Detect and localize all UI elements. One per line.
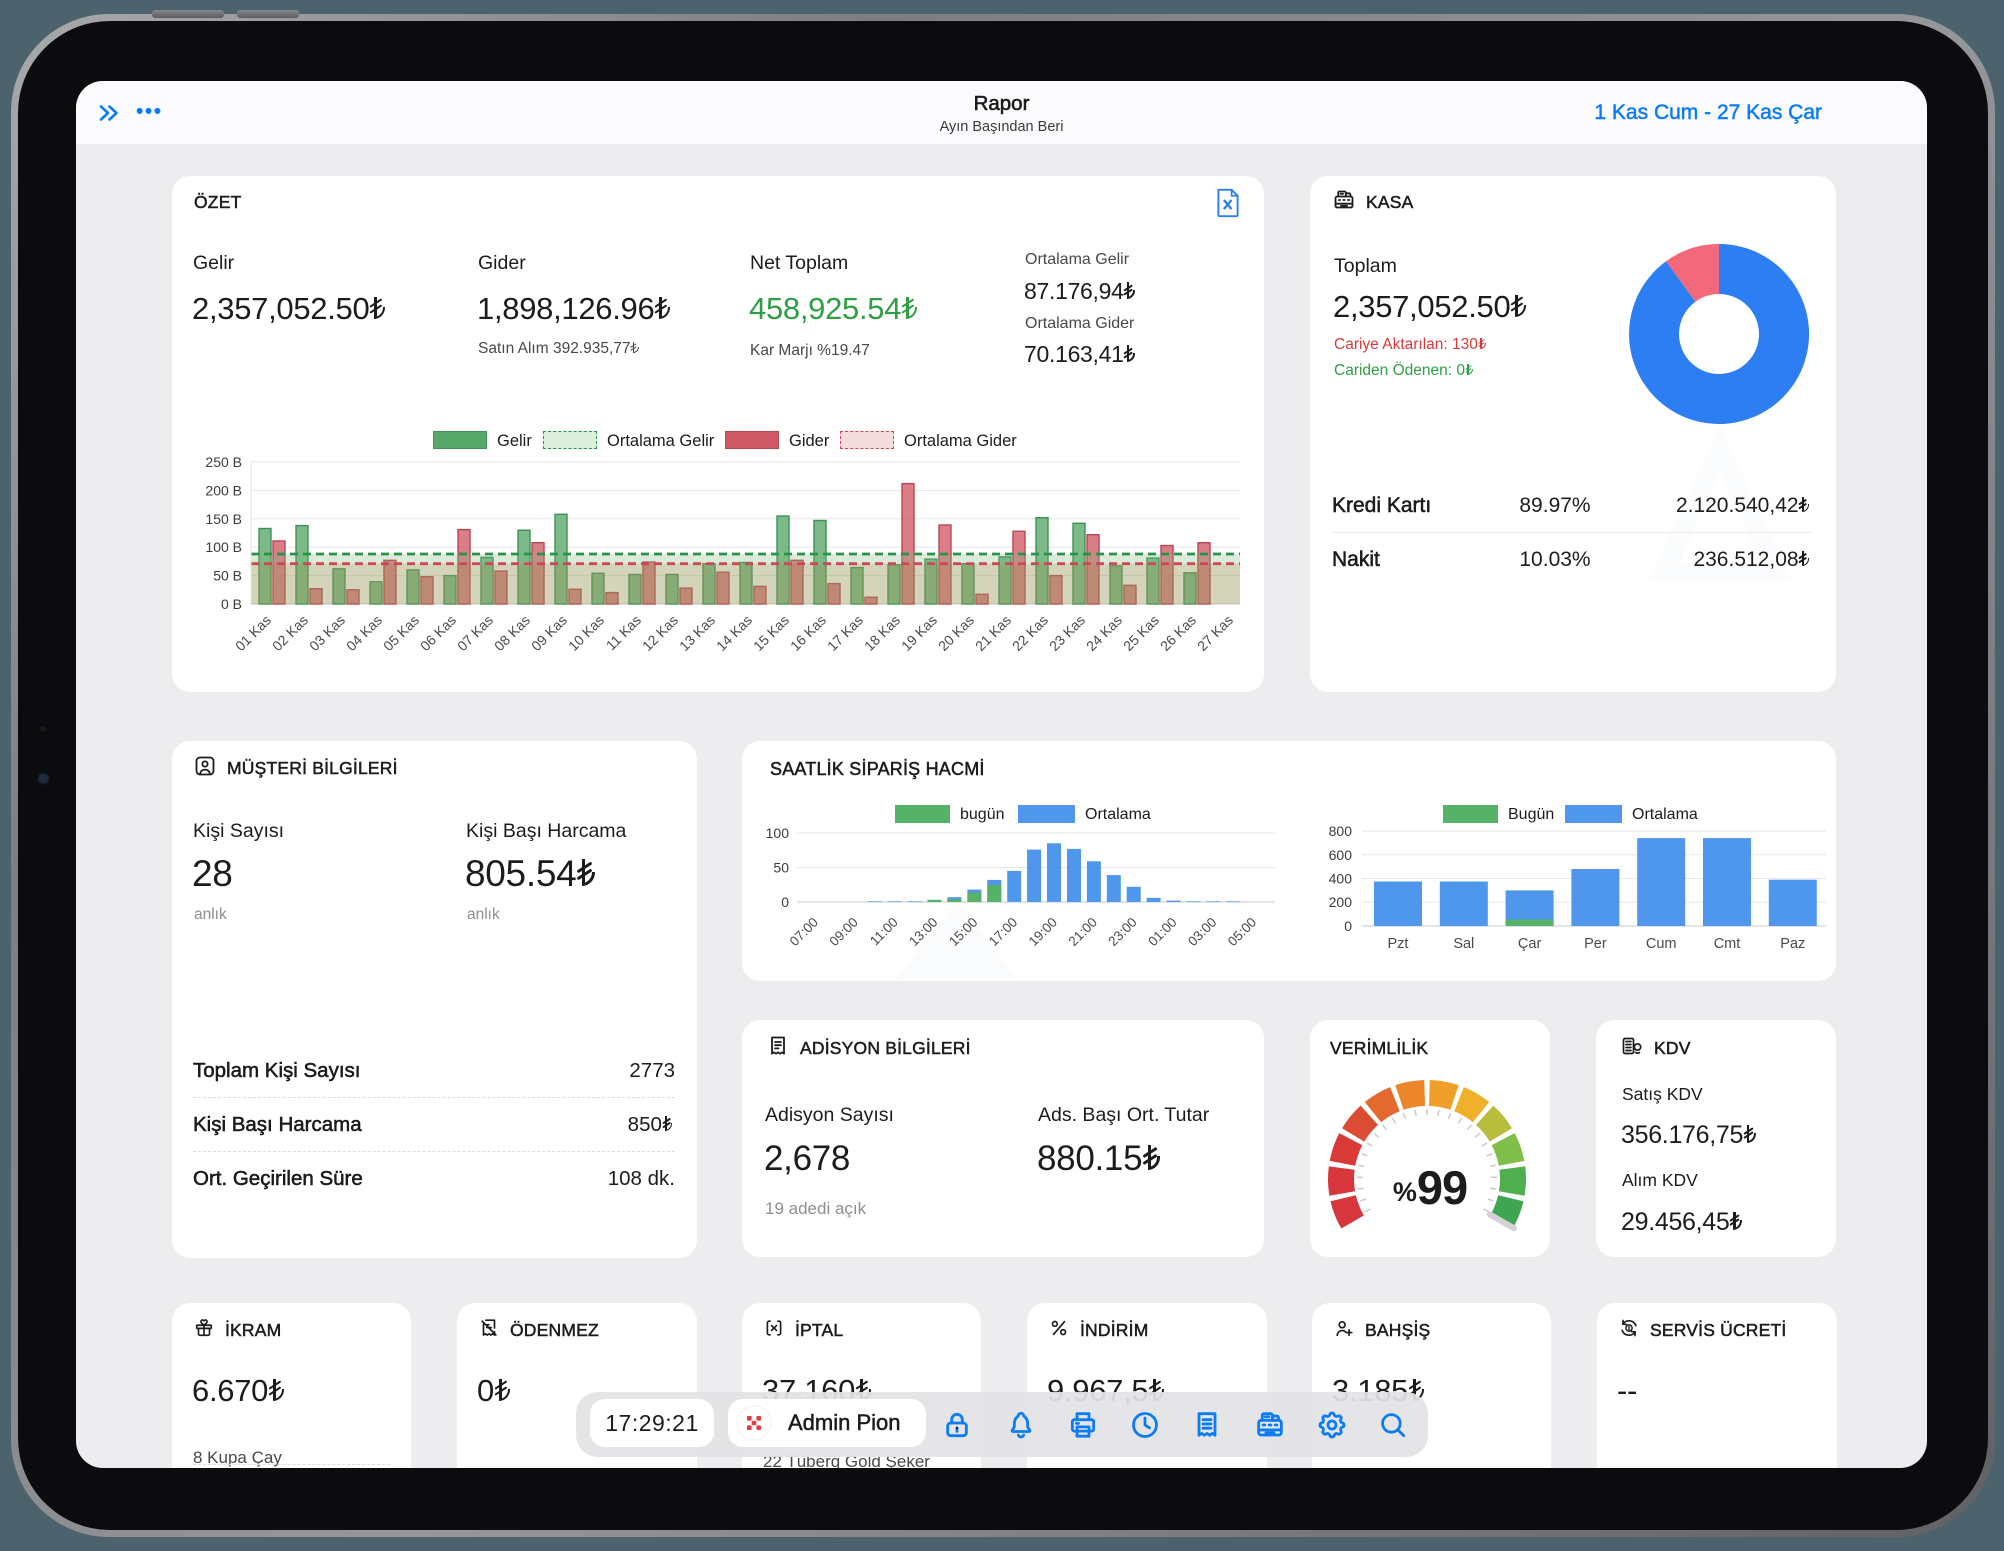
svg-text:05:00: 05:00	[1225, 915, 1260, 950]
svg-text:250 B: 250 B	[205, 454, 242, 470]
svg-text:18 Kas: 18 Kas	[861, 612, 903, 654]
svg-text:15 Kas: 15 Kas	[750, 612, 792, 654]
svg-text:09:00: 09:00	[826, 915, 861, 950]
svg-text:16 Kas: 16 Kas	[787, 612, 829, 654]
svg-text:10 Kas: 10 Kas	[565, 612, 607, 654]
svg-text:14 Kas: 14 Kas	[713, 612, 755, 654]
svg-text:07 Kas: 07 Kas	[454, 612, 496, 654]
svg-text:100 B: 100 B	[205, 539, 242, 555]
svg-text:15:00: 15:00	[946, 915, 981, 950]
svg-text:27 Kas: 27 Kas	[1194, 612, 1236, 654]
svg-text:07:00: 07:00	[787, 915, 822, 950]
svg-text:20 Kas: 20 Kas	[935, 612, 977, 654]
svg-text:19 Kas: 19 Kas	[898, 612, 940, 654]
svg-text:Cum: Cum	[1646, 936, 1677, 952]
svg-text:05 Kas: 05 Kas	[380, 612, 422, 654]
svg-text:22 Kas: 22 Kas	[1009, 612, 1051, 654]
svg-text:200 B: 200 B	[205, 482, 242, 498]
svg-text:100: 100	[766, 825, 790, 841]
svg-text:11:00: 11:00	[867, 915, 901, 949]
svg-text:24 Kas: 24 Kas	[1083, 612, 1125, 654]
svg-text:150 B: 150 B	[205, 511, 242, 527]
svg-text:Per: Per	[1584, 936, 1607, 952]
svg-text:12 Kas: 12 Kas	[639, 612, 681, 654]
svg-text:06 Kas: 06 Kas	[417, 612, 459, 654]
svg-text:0 B: 0 B	[221, 596, 242, 612]
svg-text:50 B: 50 B	[213, 568, 242, 584]
svg-text:21:00: 21:00	[1066, 915, 1101, 950]
svg-text:600: 600	[1329, 847, 1353, 863]
svg-text:0: 0	[1344, 918, 1352, 934]
svg-text:Cmt: Cmt	[1714, 936, 1741, 952]
svg-text:400: 400	[1329, 871, 1353, 887]
svg-text:09 Kas: 09 Kas	[528, 612, 570, 654]
svg-text:200: 200	[1329, 894, 1353, 910]
svg-text:02 Kas: 02 Kas	[269, 612, 311, 654]
svg-text:26 Kas: 26 Kas	[1157, 612, 1199, 654]
svg-text:800: 800	[1329, 823, 1353, 839]
svg-text:01 Kas: 01 Kas	[232, 612, 274, 654]
svg-text:17 Kas: 17 Kas	[824, 612, 866, 654]
svg-text:Paz: Paz	[1780, 936, 1805, 952]
svg-text:08 Kas: 08 Kas	[491, 612, 533, 654]
svg-text:13 Kas: 13 Kas	[676, 612, 718, 654]
svg-text:Çar: Çar	[1518, 936, 1542, 952]
svg-text:25 Kas: 25 Kas	[1120, 612, 1162, 654]
svg-text:21 Kas: 21 Kas	[972, 612, 1014, 654]
svg-text:13:00: 13:00	[906, 915, 941, 950]
svg-text:23:00: 23:00	[1105, 915, 1140, 950]
svg-text:11 Kas: 11 Kas	[603, 612, 644, 653]
svg-text:Pzt: Pzt	[1388, 936, 1409, 952]
svg-text:17:00: 17:00	[986, 915, 1021, 950]
svg-text:50: 50	[773, 860, 789, 876]
svg-text:01:00: 01:00	[1145, 915, 1180, 950]
svg-text:04 Kas: 04 Kas	[343, 612, 385, 654]
svg-text:03 Kas: 03 Kas	[306, 612, 348, 654]
svg-text:03:00: 03:00	[1185, 915, 1220, 950]
svg-text:0: 0	[781, 894, 789, 910]
svg-text:23 Kas: 23 Kas	[1046, 612, 1088, 654]
svg-text:Sal: Sal	[1453, 936, 1474, 952]
svg-text:19:00: 19:00	[1026, 915, 1061, 950]
